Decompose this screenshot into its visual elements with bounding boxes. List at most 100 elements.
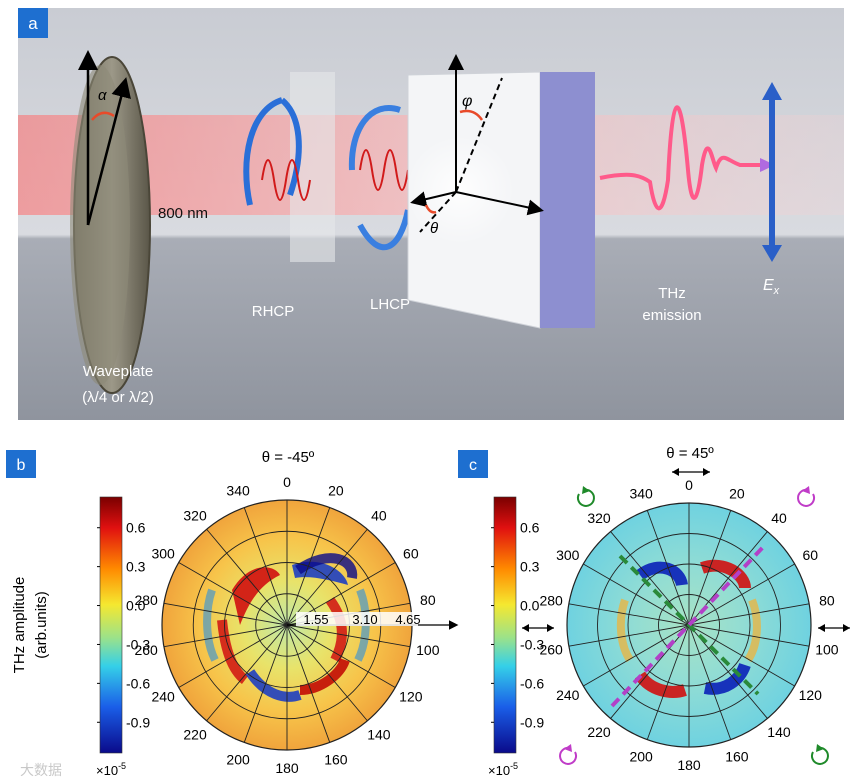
panel-c-colorbar-tick-label: -0.3 — [520, 636, 544, 652]
panel-c-angle-tick-220: 220 — [587, 724, 611, 740]
panel-a: a α Waveplate (λ/4 or λ/2) 800 nm RHCP L… — [18, 8, 844, 420]
panel-b-angle-tick-200: 200 — [226, 751, 250, 767]
panel-c-colorbar-tick-label: 0.6 — [520, 520, 540, 536]
polar-spoke — [583, 563, 690, 626]
magenta-dashed-axis — [610, 542, 768, 708]
incidence-dashed-axis — [419, 191, 457, 233]
wavelength-label: 800 nm — [158, 205, 208, 222]
panel-c-angle-tick-20: 20 — [729, 485, 745, 501]
panel-c-angle-tick-80: 80 — [819, 593, 835, 609]
panel-c-angle-tick-120: 120 — [799, 687, 823, 703]
panel-b-colorbar-tick-label: -0.3 — [126, 636, 150, 652]
waveplate-axis-tilted — [86, 77, 131, 226]
green-dashed-axis — [618, 554, 760, 696]
polar-spoke — [206, 624, 288, 722]
panel-b-colorbar-tick-label: -0.9 — [126, 714, 150, 730]
panel-c-angle-tick-200: 200 — [629, 749, 653, 765]
thz-label-2: emission — [642, 307, 701, 324]
radial-tick-3: 4.65 — [395, 612, 420, 627]
rotation-icon-top-right — [797, 486, 816, 507]
polar-spoke — [286, 624, 368, 722]
radial-tick-2: 3.10 — [352, 612, 377, 627]
polar-spoke — [286, 528, 368, 626]
polar-spoke — [286, 624, 396, 688]
thz-label-1: THz — [658, 285, 686, 302]
panel-c-angle-ticks: 0 20 40 60 80 100 120 140 160 180 200 220 240 260 280 3… — [539, 477, 838, 773]
panel-b-angle-tick-340: 340 — [226, 483, 250, 499]
lhcp-wave — [359, 149, 409, 191]
panel-c-angle-tick-260: 260 — [539, 641, 563, 657]
panel-c-colorbar-tick-label: 0.0 — [520, 598, 540, 614]
polar-spoke — [568, 624, 690, 647]
panel-b-angle-tick-40: 40 — [371, 507, 387, 523]
panel-b-polar-plot: 0 20 40 60 80 100 120 140 160 180 200 220 240 260 280 3… — [134, 474, 459, 776]
polar-spoke — [286, 624, 411, 648]
sample-slab: φ θ — [405, 54, 595, 329]
panel-a-label-box — [18, 8, 48, 38]
panel-b-colorbar-tick-label: 0.0 — [126, 598, 146, 614]
panel-c-colorbar — [493, 496, 517, 754]
polar-spoke — [163, 624, 288, 648]
panel-b-angle-tick-80: 80 — [420, 592, 436, 608]
panel-b-angle-tick-140: 140 — [367, 727, 391, 743]
polar-spoke — [688, 624, 810, 647]
panel-b-angle-tick-0: 0 — [283, 474, 291, 490]
ex-polarization: Ex — [762, 82, 782, 297]
polar-spoke — [286, 624, 331, 743]
panel-b-angle-tick-60: 60 — [403, 546, 419, 562]
panel-c-angle-tick-240: 240 — [556, 687, 580, 703]
polar-spoke — [688, 624, 795, 687]
phi-symbol: φ — [462, 93, 472, 110]
rotation-icon-top-left — [576, 486, 595, 507]
panel-c-angle-tick-100: 100 — [815, 641, 839, 657]
panel-b-angle-tick-220: 220 — [183, 727, 207, 743]
polar-spoke — [583, 624, 690, 687]
panel-c-angle-tick-0: 0 — [685, 477, 693, 493]
panel-c-angle-tick-300: 300 — [556, 547, 580, 563]
panel-b-colorbar-exponent: ×10-5 — [96, 761, 126, 778]
panel-c-angle-tick-60: 60 — [802, 547, 818, 563]
polar-spoke — [163, 602, 288, 626]
polar-spoke — [243, 507, 288, 626]
radial-tick-1: 1.55 — [303, 612, 328, 627]
panel-b-angle-tick-300: 300 — [151, 546, 175, 562]
colorbar-label-2: (arb.units) — [33, 591, 50, 659]
polar-spoke — [286, 507, 331, 626]
thz-waveform — [599, 105, 760, 211]
panel-b-title: θ = -45º — [262, 449, 315, 466]
panel-c-colorbar-tick-label: -0.6 — [520, 675, 544, 691]
lhcp-label: LHCP — [370, 296, 410, 313]
panel-c-polar-grid — [568, 503, 810, 747]
colorbar-label-1: THz amplitude — [11, 577, 28, 674]
lhcp-rotation-arrow — [348, 105, 401, 171]
panel-c-colorbar-tick-label: 0.3 — [520, 559, 540, 575]
panel-b-angle-tick-160: 160 — [324, 751, 348, 767]
rhcp-wave — [261, 159, 311, 201]
panel-c-angle-tick-40: 40 — [771, 510, 787, 526]
polar-spoke — [610, 624, 690, 719]
panel-c-angle-tick-320: 320 — [587, 510, 611, 526]
panel-c-angle-tick-160: 160 — [725, 749, 749, 765]
alpha-symbol: α — [98, 87, 107, 104]
waveplate-sublabel: (λ/4 or λ/2) — [82, 389, 154, 406]
panel-c-colorbar-exponent: ×10-5 — [488, 761, 518, 778]
polar-spoke — [646, 624, 690, 740]
panel-c-angle-tick-340: 340 — [629, 485, 653, 501]
panel-b-angle-tick-260: 260 — [134, 642, 158, 658]
watermark: 大数据 — [20, 762, 62, 778]
alpha-arc — [91, 111, 115, 121]
panel-b-colorbar-tick-label: 0.6 — [126, 520, 146, 536]
panel-b-angle-tick-20: 20 — [328, 483, 344, 499]
panel-c-polar-plot: 0 20 40 60 80 100 120 140 160 180 200 220 240 260 280 3… — [539, 477, 838, 773]
azimuth-dashed-axis — [455, 77, 503, 193]
polar-spoke — [206, 528, 288, 626]
polar-spoke — [688, 510, 732, 626]
thz-emission: THz emission — [599, 105, 775, 324]
axis-x — [410, 191, 457, 208]
rhcp-pulse: RHCP — [243, 72, 335, 320]
theta-arc — [424, 204, 437, 214]
panel-b-colorbar-tick-label: 0.3 — [126, 559, 146, 575]
polar-spoke — [688, 603, 810, 626]
panel-c-angle-tick-140: 140 — [767, 724, 791, 740]
